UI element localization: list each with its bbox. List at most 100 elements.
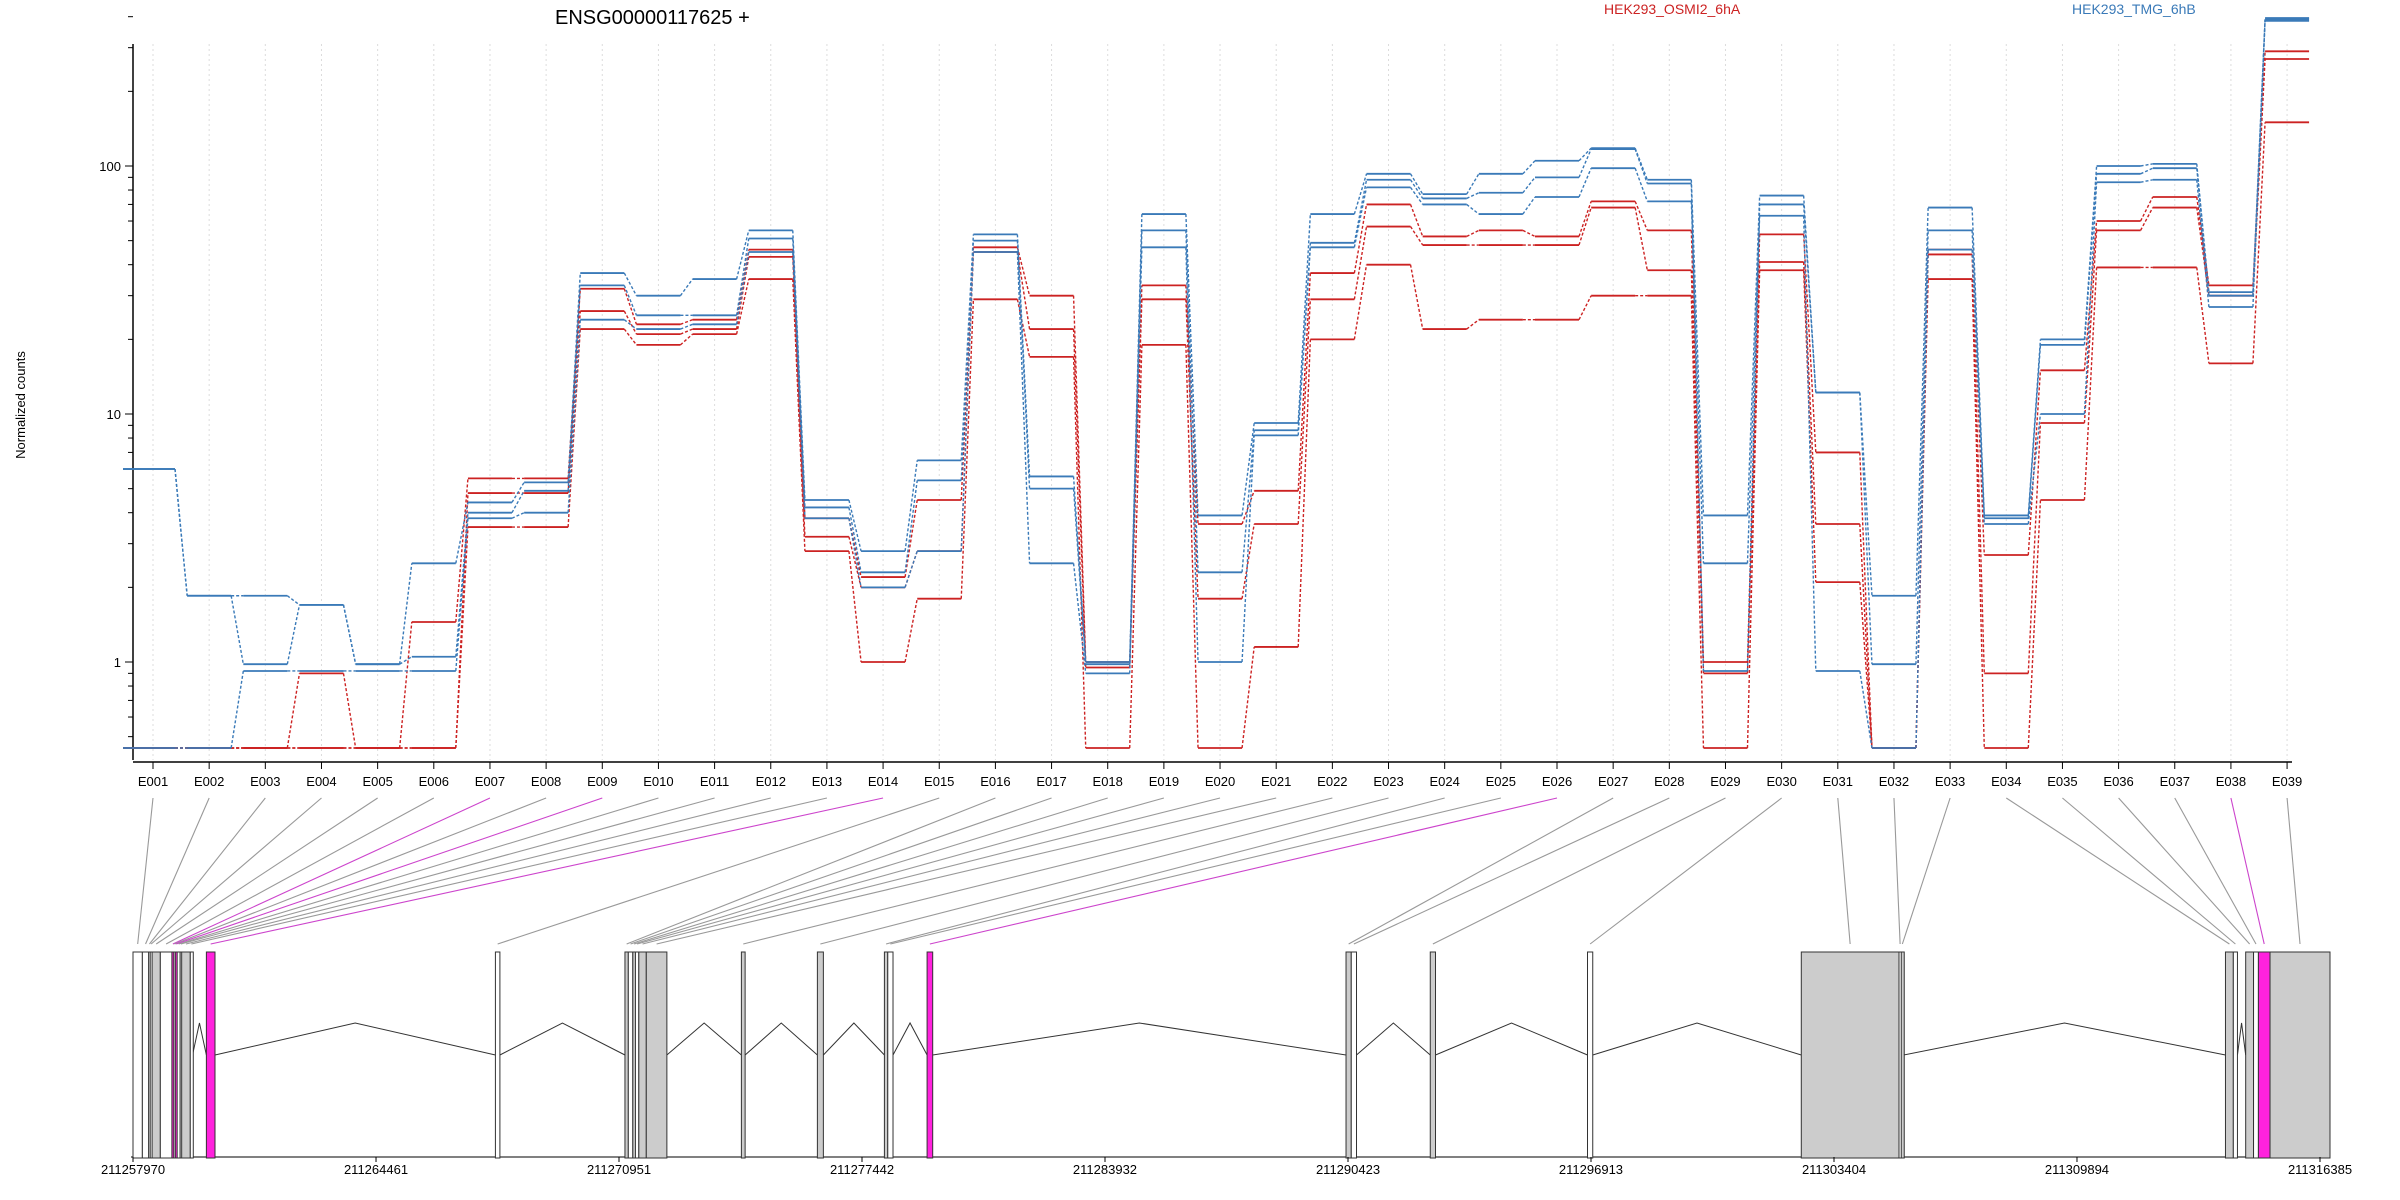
series-connector xyxy=(680,328,693,335)
series-connector xyxy=(623,319,637,330)
series-connector xyxy=(1185,344,1199,749)
series-connector xyxy=(2083,267,2098,501)
connector-e036 xyxy=(2118,797,2251,945)
series-connector xyxy=(1353,187,1368,248)
series-connector xyxy=(1802,195,1817,393)
series-connector xyxy=(1746,204,1761,671)
connector-e016 xyxy=(626,797,996,945)
x-tick-label-e017: E017 xyxy=(1036,774,1066,789)
x-tick-label-e027: E027 xyxy=(1598,774,1628,789)
series-connector xyxy=(1634,147,1648,181)
series-connector xyxy=(1802,215,1817,671)
series-connector xyxy=(1578,201,1592,237)
series-connector xyxy=(960,240,975,481)
series-connector xyxy=(2140,179,2153,183)
series-connector xyxy=(1466,203,1480,215)
series-connector xyxy=(2139,207,2154,231)
series-connector xyxy=(904,550,918,588)
series-connector xyxy=(1016,251,1031,330)
series-connector xyxy=(1522,196,1536,215)
connector-e008 xyxy=(174,797,547,945)
x-tick-label-e012: E012 xyxy=(756,774,786,789)
series-connector xyxy=(2140,163,2153,167)
series-connector xyxy=(2083,165,2098,340)
series-connector xyxy=(623,285,638,316)
exon-box-e031 xyxy=(1800,951,1900,1159)
series-connector xyxy=(1016,234,1031,477)
connector-e026 xyxy=(929,797,1558,945)
x-tick-label-e008: E008 xyxy=(531,774,561,789)
x-tick-label-e020: E020 xyxy=(1205,774,1235,789)
series-connector xyxy=(1915,249,1929,749)
series-connector xyxy=(1241,435,1255,663)
series-connector xyxy=(2027,339,2042,516)
coordinate-label: 211277442 xyxy=(830,1162,894,1177)
series-connector xyxy=(511,482,525,503)
exon-box-e036 xyxy=(2245,951,2255,1159)
series-connector xyxy=(455,478,469,623)
connector-e012 xyxy=(185,797,771,945)
series-connector xyxy=(1185,230,1199,573)
x-tick-label-e018: E018 xyxy=(1093,774,1123,789)
connector-e004 xyxy=(150,797,322,945)
series-connector xyxy=(680,323,693,330)
legend-entry-tmg: HEK293_TMG_6hB xyxy=(2072,1,2196,17)
x-tick-label-e024: E024 xyxy=(1429,774,1459,789)
series-connector xyxy=(1690,183,1705,671)
x-tick-label-e014: E014 xyxy=(868,774,898,789)
connector-e028 xyxy=(1353,797,1670,945)
series-connector xyxy=(1072,356,1087,749)
series-connector xyxy=(2027,413,2042,525)
series-connector xyxy=(1409,204,1424,237)
x-tick-label-e038: E038 xyxy=(2216,774,2246,789)
series-connector xyxy=(1634,207,1649,271)
series-connector xyxy=(904,480,918,573)
connector-e011 xyxy=(180,797,715,945)
series-connector xyxy=(1859,392,1873,596)
exon-box-e027 xyxy=(1345,951,1352,1159)
x-tick-label-e030: E030 xyxy=(1766,774,1796,789)
series-connector xyxy=(679,333,694,346)
x-tick-label-e003: E003 xyxy=(250,774,280,789)
exon-box-e012 xyxy=(181,951,191,1159)
y-axis: 1 10 100 xyxy=(99,16,134,760)
connector-e009 xyxy=(176,797,603,945)
series-connector xyxy=(1241,646,1255,749)
exon-box-e017 xyxy=(627,951,634,1159)
series-connector xyxy=(735,238,750,316)
series-connector xyxy=(735,278,750,335)
series-connector xyxy=(1409,186,1424,205)
series-connector xyxy=(1466,192,1480,200)
series-connector xyxy=(623,310,638,335)
connector-e002 xyxy=(145,797,210,945)
series-connector xyxy=(1129,344,1143,749)
series-connector xyxy=(1859,523,1873,749)
series-connector xyxy=(230,670,245,749)
series-connector xyxy=(1297,339,1312,647)
exon-box-e033 xyxy=(1900,951,1905,1159)
series-connector xyxy=(1241,422,1255,516)
exon-box-e019 xyxy=(634,951,640,1159)
series-connector xyxy=(1016,251,1031,564)
series-connector xyxy=(623,288,638,325)
series-connector xyxy=(1802,261,1817,525)
x-tick-label-e001: E001 xyxy=(138,774,168,789)
exon-box-e030 xyxy=(1587,951,1594,1159)
x-tick-label-e037: E037 xyxy=(2160,774,2190,789)
connector-e018 xyxy=(633,797,1108,945)
series-connector xyxy=(1353,264,1368,340)
connector-e022 xyxy=(743,797,1333,945)
exon-box-e001 xyxy=(132,951,143,1159)
exon-box-e023 xyxy=(816,951,824,1159)
series-connector xyxy=(1409,264,1424,330)
connector-e033 xyxy=(1901,797,1951,945)
series-connector xyxy=(286,604,301,665)
series-connector xyxy=(1915,249,1929,749)
series-connector xyxy=(1072,476,1087,663)
coordinate-label: 211283932 xyxy=(1073,1162,1137,1177)
series-connector xyxy=(2252,122,2266,364)
series-connector xyxy=(679,278,694,297)
series-connector xyxy=(1409,226,1424,246)
coordinate-label: 211290423 xyxy=(1316,1162,1380,1177)
series-connector xyxy=(848,499,862,552)
